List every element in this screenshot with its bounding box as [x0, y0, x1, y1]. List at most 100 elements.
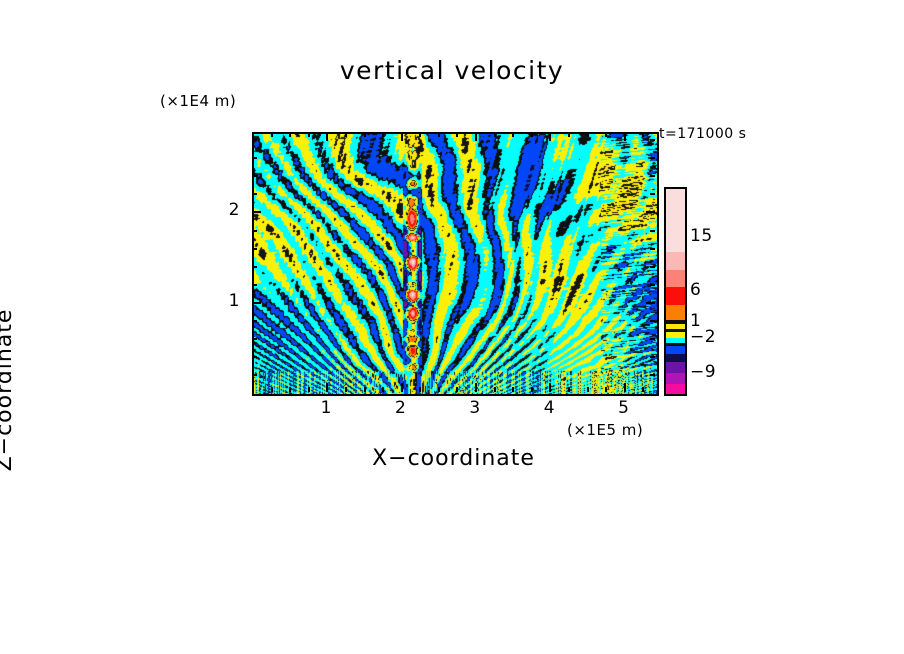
x-tick: [419, 387, 421, 392]
colorbar-band: [666, 320, 685, 324]
x-tick: [345, 387, 347, 392]
x-tick: [438, 387, 440, 392]
colorbar-band: [666, 324, 685, 329]
y-tick: [252, 374, 257, 376]
x-tick-top: [419, 132, 421, 137]
y-tick-right: [650, 356, 655, 358]
x-tick: [512, 387, 514, 392]
x-ticklabel: 1: [320, 398, 332, 418]
y-tick-right: [650, 266, 655, 268]
colorbar-band: [666, 343, 685, 346]
x-tick-top: [605, 132, 607, 137]
y-tick: [252, 139, 257, 141]
x-tick-top: [568, 132, 570, 137]
y-tick: [252, 157, 257, 159]
colorbar-band: [666, 373, 685, 384]
y-tick: [252, 266, 257, 268]
x-tick: [587, 387, 589, 392]
colorbar-ticklabel: 1: [690, 311, 702, 331]
colorbar-ticklabel: −2: [690, 327, 717, 347]
y-tick: [252, 248, 257, 250]
x-tick-top: [642, 132, 644, 137]
y-tick-right: [650, 248, 655, 250]
y-tick-right: [650, 193, 655, 195]
colorbar-band: [666, 270, 685, 287]
x-tick-top: [438, 132, 440, 137]
colorbar-band: [666, 332, 685, 338]
y-tick-right: [650, 338, 655, 340]
y-tick: [252, 230, 257, 232]
x-tick-top: [512, 132, 514, 137]
x-tick-top: [364, 132, 366, 137]
y-tick-right: [650, 374, 655, 376]
x-tick-top: [326, 132, 328, 141]
colorbar: [664, 187, 687, 396]
x-tick-top: [475, 132, 477, 141]
colorbar-band: [666, 329, 685, 332]
colorbar-band: [666, 252, 685, 270]
x-tick: [494, 387, 496, 392]
x-tick: [605, 387, 607, 392]
x-tick: [308, 387, 310, 392]
colorbar-band: [666, 384, 685, 394]
x-axis-title: X−coordinate: [372, 446, 535, 471]
x-tick: [271, 387, 273, 392]
colorbar-band: [666, 346, 685, 354]
x-tick: [624, 383, 626, 392]
x-tick: [531, 387, 533, 392]
y-tick: [252, 320, 257, 322]
colorbar-band: [666, 362, 685, 373]
x-tick-top: [549, 132, 551, 141]
y-tick-right: [646, 211, 655, 213]
x-tick: [456, 387, 458, 392]
x-tick-top: [382, 132, 384, 137]
colorbar-band: [666, 354, 685, 362]
page-title: vertical velocity: [339, 56, 565, 85]
y-tick: [252, 302, 261, 304]
x-tick-top: [345, 132, 347, 137]
x-ticklabel: 3: [469, 398, 481, 418]
y-tick: [252, 356, 257, 358]
y-tick-right: [650, 230, 655, 232]
colorbar-band: [666, 338, 685, 343]
x-tick: [401, 383, 403, 392]
colorbar-ticklabel: 15: [690, 226, 713, 246]
y-tick-right: [650, 284, 655, 286]
x-tick-top: [494, 132, 496, 137]
colorbar-band: [666, 287, 685, 305]
y-tick-right: [650, 175, 655, 177]
y-tick-right: [650, 157, 655, 159]
y-tick-right: [650, 139, 655, 141]
x-tick: [326, 383, 328, 392]
x-tick: [568, 387, 570, 392]
x-ticklabel: 5: [618, 398, 630, 418]
colorbar-ticklabel: 6: [690, 280, 702, 300]
x-tick-top: [308, 132, 310, 137]
colorbar-ticklabel: −9: [690, 362, 717, 382]
x-tick: [382, 387, 384, 392]
colorbar-band: [666, 189, 685, 252]
x-tick-top: [289, 132, 291, 137]
x-tick-top: [456, 132, 458, 137]
colorbar-band: [666, 305, 685, 320]
y-tick-right: [650, 320, 655, 322]
x-axis-unit-label: (×1E5 m): [567, 421, 644, 439]
plot-area: [252, 132, 659, 396]
y-ticklabel: 2: [228, 200, 240, 221]
y-axis-title: Z−coordinate: [0, 308, 17, 472]
x-tick-top: [531, 132, 533, 137]
y-axis-unit-label: (×1E4 m): [160, 92, 237, 110]
time-annotation: t=171000 s: [659, 126, 747, 142]
x-tick: [642, 387, 644, 392]
x-tick: [364, 387, 366, 392]
x-tick: [549, 383, 551, 392]
x-tick-top: [624, 132, 626, 141]
x-tick: [289, 387, 291, 392]
x-ticklabel: 2: [395, 398, 407, 418]
x-tick-top: [271, 132, 273, 137]
y-ticklabel: 1: [228, 290, 240, 311]
y-tick: [252, 284, 257, 286]
y-tick: [252, 193, 257, 195]
velocity-field-heatmap: [254, 134, 657, 394]
